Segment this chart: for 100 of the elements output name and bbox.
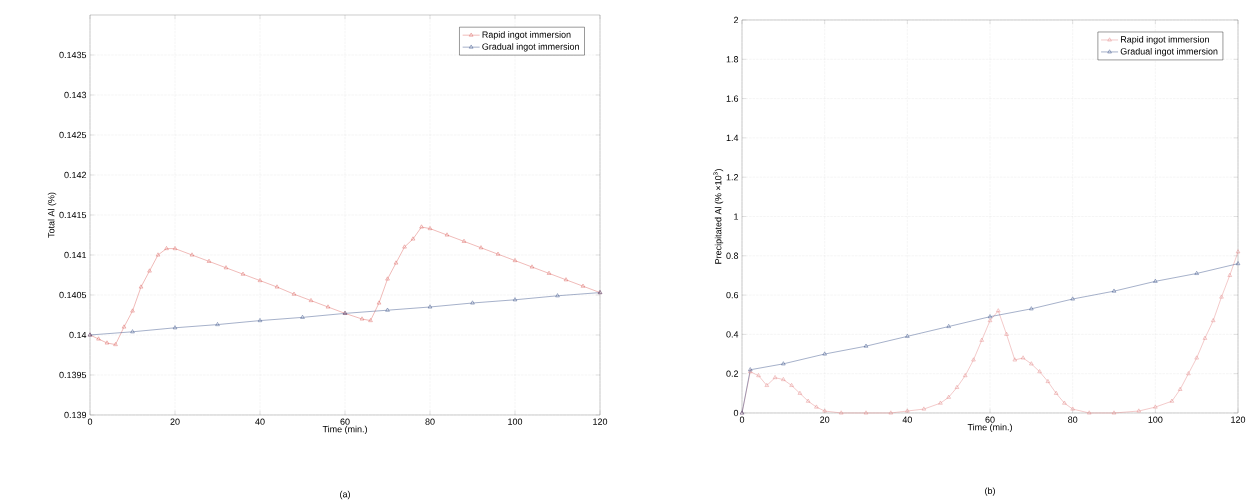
point <box>938 400 943 405</box>
point <box>96 336 101 341</box>
point <box>1020 355 1026 360</box>
point <box>359 316 365 321</box>
point <box>410 236 416 241</box>
y-tick-label: 0.143 <box>64 91 87 99</box>
point <box>113 342 118 346</box>
point <box>1202 335 1208 340</box>
y-tick-label: 0.142 <box>64 171 87 179</box>
point <box>863 343 869 348</box>
point <box>971 357 976 362</box>
point <box>172 325 178 330</box>
y-tick-label: 0.141 <box>64 251 87 259</box>
y-tick-label: 0.1415 <box>59 211 87 219</box>
legend-label: Rapid ingot immersion <box>482 31 571 40</box>
x-tick-label: 100 <box>1148 416 1163 423</box>
point <box>147 268 152 273</box>
point <box>987 314 993 318</box>
legend-label: Gradual ingot immersion <box>1120 47 1218 57</box>
point <box>1153 278 1158 283</box>
point <box>368 318 373 322</box>
y-tick-label: 1.6 <box>726 95 739 102</box>
point <box>839 410 844 415</box>
point <box>419 224 424 229</box>
text: (b) <box>985 487 995 496</box>
point <box>781 361 786 366</box>
point <box>772 375 778 379</box>
point <box>385 307 390 312</box>
point <box>1219 294 1224 299</box>
point <box>512 258 518 262</box>
x-tick-label: 80 <box>1068 416 1078 423</box>
y-tick-label: 0.8 <box>726 252 739 259</box>
point <box>495 251 501 256</box>
point <box>979 337 984 342</box>
point <box>996 308 1001 313</box>
y-tick-label: 0 <box>733 409 739 417</box>
y-axis-title: Total Al (%) <box>47 192 57 238</box>
y-tick-label: 0.1425 <box>59 131 87 139</box>
point <box>905 333 910 338</box>
point <box>427 304 433 309</box>
y-tick-label: 0.4 <box>726 331 739 338</box>
point <box>164 246 169 250</box>
point <box>1087 410 1092 415</box>
point <box>1194 271 1199 275</box>
y-tick-label: 0.1395 <box>59 371 87 379</box>
y-tick-label: 1.8 <box>726 56 739 63</box>
point <box>797 390 802 395</box>
y-axis-title: Precipitated Al (% ×10$^{3}$) <box>713 169 724 264</box>
x-tick-label: 40 <box>902 416 912 423</box>
y-tick-label: 0.1435 <box>59 51 87 59</box>
x-tick-label: 0 <box>739 416 745 423</box>
y-tick-label: 0.14 <box>69 331 87 339</box>
legend-label: Gradual ingot immersion <box>482 43 579 52</box>
point <box>1029 306 1034 311</box>
point <box>814 404 819 409</box>
point <box>104 340 110 345</box>
point <box>172 246 178 250</box>
point <box>121 324 127 329</box>
point <box>946 394 951 399</box>
point <box>1169 398 1174 403</box>
point <box>206 259 212 263</box>
x-tick-label: 0 <box>87 418 93 425</box>
y-tick-label: 0.139 <box>64 411 87 419</box>
point <box>215 322 220 326</box>
x-tick-label: 120 <box>1231 416 1246 423</box>
point <box>385 276 390 281</box>
y-tick-label: 0.1405 <box>59 291 87 299</box>
point <box>905 408 910 413</box>
point <box>954 385 960 389</box>
y-tick-label: 2 <box>733 16 739 24</box>
point <box>987 318 993 322</box>
x-axis-title: Time (min.) <box>322 425 367 435</box>
legend-label: Rapid ingot immersion <box>1121 35 1209 45</box>
point <box>781 377 786 381</box>
y-tick-label: 1.2 <box>726 174 739 181</box>
point <box>155 252 161 257</box>
point <box>325 304 331 309</box>
point <box>1211 318 1216 322</box>
point <box>555 293 560 298</box>
point <box>1004 332 1009 336</box>
point <box>257 278 263 282</box>
point <box>138 284 144 289</box>
point <box>274 284 280 289</box>
point <box>1136 408 1141 413</box>
point <box>300 315 305 319</box>
point <box>308 298 314 302</box>
point <box>461 239 467 243</box>
point <box>546 271 552 275</box>
point <box>402 244 407 249</box>
point <box>427 226 433 230</box>
point <box>257 318 263 322</box>
x-axis-title: Time (min.) <box>967 423 1012 433</box>
point <box>291 291 297 296</box>
point <box>1153 404 1158 409</box>
y-tick-label: 1.4 <box>726 134 739 141</box>
y-tick-label: 0.6 <box>726 291 739 299</box>
point <box>1037 369 1042 374</box>
point <box>1178 387 1183 391</box>
point <box>863 410 869 415</box>
point <box>189 252 195 257</box>
